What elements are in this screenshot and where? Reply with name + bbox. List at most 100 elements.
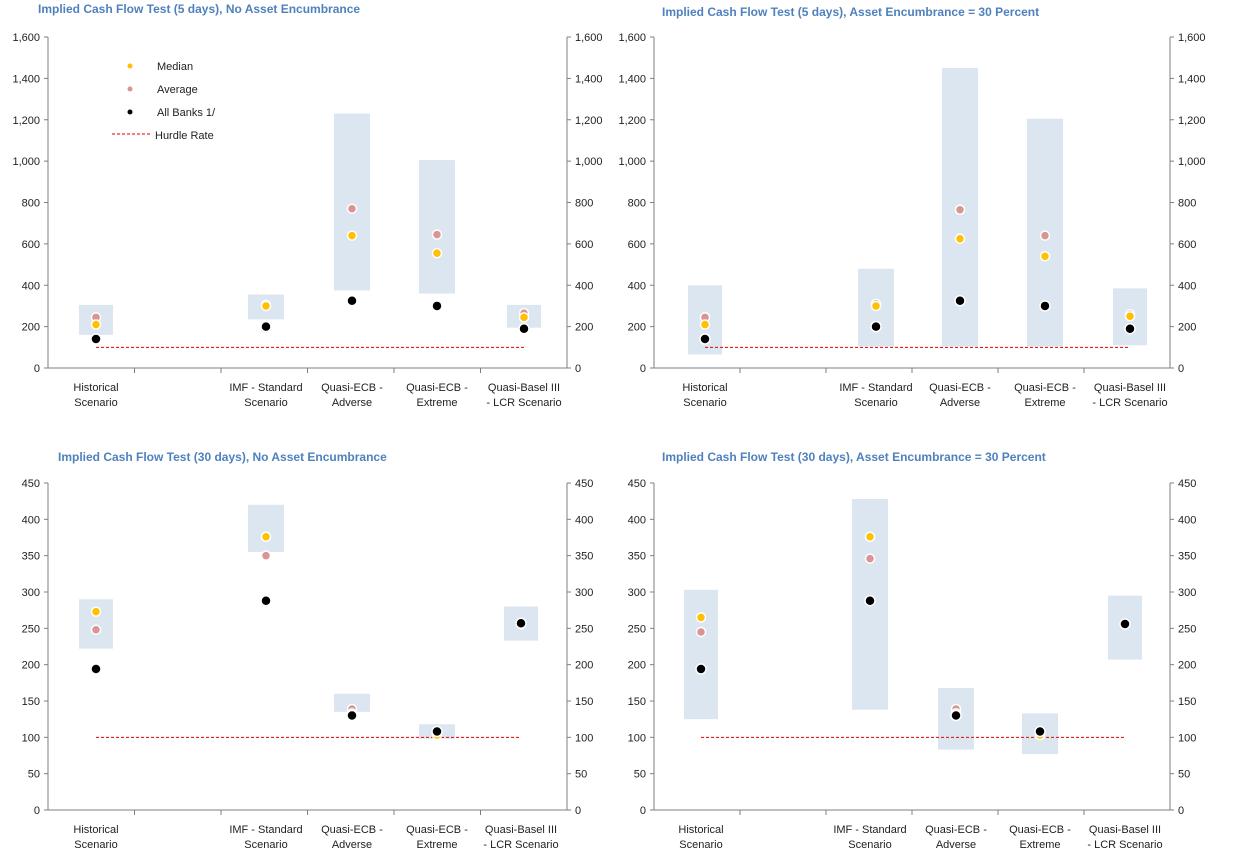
x-category-label: Quasi-ECB -: [925, 824, 987, 836]
range-band: [334, 113, 370, 291]
legend-hurdle-label: Hurdle Rate: [155, 130, 214, 142]
median-point: [1124, 311, 1136, 322]
average-point: [1039, 230, 1051, 241]
median-point: [699, 319, 711, 330]
y-tick-label-left: 1,400: [618, 73, 646, 85]
x-category-label: Quasi-Basel III: [1089, 824, 1161, 836]
y-tick-label-left: 50: [28, 769, 40, 781]
y-tick-label-right: 50: [1178, 769, 1190, 781]
panel-title: Implied Cash Flow Test (5 days), No Asse…: [38, 2, 360, 16]
x-category-label: IMF - Standard: [229, 382, 302, 394]
median-point: [864, 531, 876, 543]
x-category-label: Quasi-ECB -: [321, 382, 383, 394]
y-tick-label-right: 350: [575, 551, 593, 563]
average-point: [954, 204, 966, 215]
y-tick-label-right: 100: [1178, 732, 1196, 744]
x-category-label: Adverse: [332, 839, 372, 851]
range-band: [248, 504, 284, 553]
y-tick-label-right: 350: [1178, 551, 1196, 563]
y-tick-label-left: 150: [628, 696, 646, 708]
all-banks-point: [90, 333, 102, 345]
y-tick-label-right: 600: [575, 239, 593, 251]
y-tick-label-left: 400: [22, 280, 40, 292]
y-tick-label-left: 600: [22, 239, 40, 251]
y-tick-label-right: 1,600: [575, 32, 603, 44]
y-tick-label-left: 1,600: [12, 32, 40, 44]
x-category-label: Quasi-ECB -: [321, 824, 383, 836]
y-tick-label-right: 0: [1178, 363, 1184, 375]
y-tick-label-right: 0: [575, 805, 581, 817]
y-tick-label-left: 250: [628, 623, 646, 635]
y-tick-label-right: 100: [575, 732, 593, 744]
y-tick-label-left: 600: [628, 239, 646, 251]
y-tick-label-left: 0: [640, 805, 646, 817]
x-category-label: IMF - Standard: [833, 824, 906, 836]
y-tick-label-right: 250: [575, 623, 593, 635]
x-category-label: - LCR Scenario: [1087, 839, 1162, 851]
legend-average-marker: [127, 86, 133, 92]
all-banks-point: [1034, 725, 1046, 738]
y-tick-label-right: 400: [1178, 514, 1196, 526]
y-tick-label-right: 200: [575, 322, 593, 334]
y-tick-label-right: 1,000: [575, 156, 603, 168]
median-point: [431, 247, 443, 259]
y-tick-label-left: 0: [640, 363, 646, 375]
legend-all-banks-label: All Banks 1/: [157, 107, 216, 119]
y-tick-label-left: 1,600: [618, 32, 646, 44]
x-category-label: Scenario: [848, 839, 891, 851]
all-banks-point: [431, 300, 443, 312]
y-tick-label-left: 100: [628, 732, 646, 744]
y-tick-label-right: 0: [1178, 805, 1184, 817]
y-tick-label-left: 150: [22, 696, 40, 708]
y-tick-label-right: 800: [575, 198, 593, 210]
x-category-label: Quasi-Basel III: [485, 824, 557, 836]
y-tick-label-left: 250: [22, 623, 40, 635]
y-tick-label-right: 1,200: [1178, 115, 1206, 127]
x-category-label: IMF - Standard: [839, 382, 912, 394]
x-category-label: Historical: [73, 382, 118, 394]
median-point: [260, 531, 272, 543]
y-tick-label-left: 1,000: [12, 156, 40, 168]
x-category-label: Historical: [73, 824, 118, 836]
y-tick-label-right: 200: [1178, 660, 1196, 672]
x-category-label: Adverse: [332, 397, 372, 409]
y-tick-label-right: 300: [1178, 587, 1196, 599]
x-category-label: Scenario: [679, 839, 722, 851]
all-banks-point: [260, 594, 272, 607]
median-point: [90, 606, 102, 617]
legend-average-label: Average: [157, 84, 198, 96]
all-banks-point: [518, 322, 530, 335]
median-point: [518, 312, 530, 323]
x-category-label: Extreme: [1020, 839, 1061, 851]
legend-median-marker: [127, 63, 133, 69]
y-tick-label-left: 0: [34, 363, 40, 375]
all-banks-point: [864, 594, 876, 607]
x-category-label: - LCR Scenario: [1092, 397, 1167, 409]
all-banks-point: [950, 709, 962, 722]
x-category-label: Extreme: [417, 839, 458, 851]
median-point: [695, 612, 707, 623]
y-tick-label-left: 1,200: [12, 115, 40, 127]
y-tick-label-right: 1,600: [1178, 32, 1206, 44]
y-tick-label-left: 300: [628, 587, 646, 599]
y-tick-label-right: 150: [1178, 696, 1196, 708]
x-category-label: Quasi-ECB -: [929, 382, 991, 394]
x-category-label: Adverse: [940, 397, 980, 409]
y-tick-label-right: 1,000: [1178, 156, 1206, 168]
average-point: [695, 626, 707, 638]
y-tick-label-right: 50: [575, 769, 587, 781]
y-tick-label-right: 400: [575, 280, 593, 292]
legend-median-label: Median: [157, 61, 193, 73]
x-category-label: Quasi-ECB -: [1014, 382, 1076, 394]
x-category-label: Scenario: [854, 397, 897, 409]
y-tick-label-left: 300: [22, 587, 40, 599]
y-tick-label-right: 1,400: [575, 73, 603, 85]
y-tick-label-right: 800: [1178, 198, 1196, 210]
y-tick-label-left: 400: [22, 514, 40, 526]
median-point: [90, 319, 102, 330]
y-tick-label-right: 200: [1178, 322, 1196, 334]
y-tick-label-left: 200: [628, 322, 646, 334]
y-tick-label-right: 1,200: [575, 115, 603, 127]
average-point: [260, 550, 272, 561]
